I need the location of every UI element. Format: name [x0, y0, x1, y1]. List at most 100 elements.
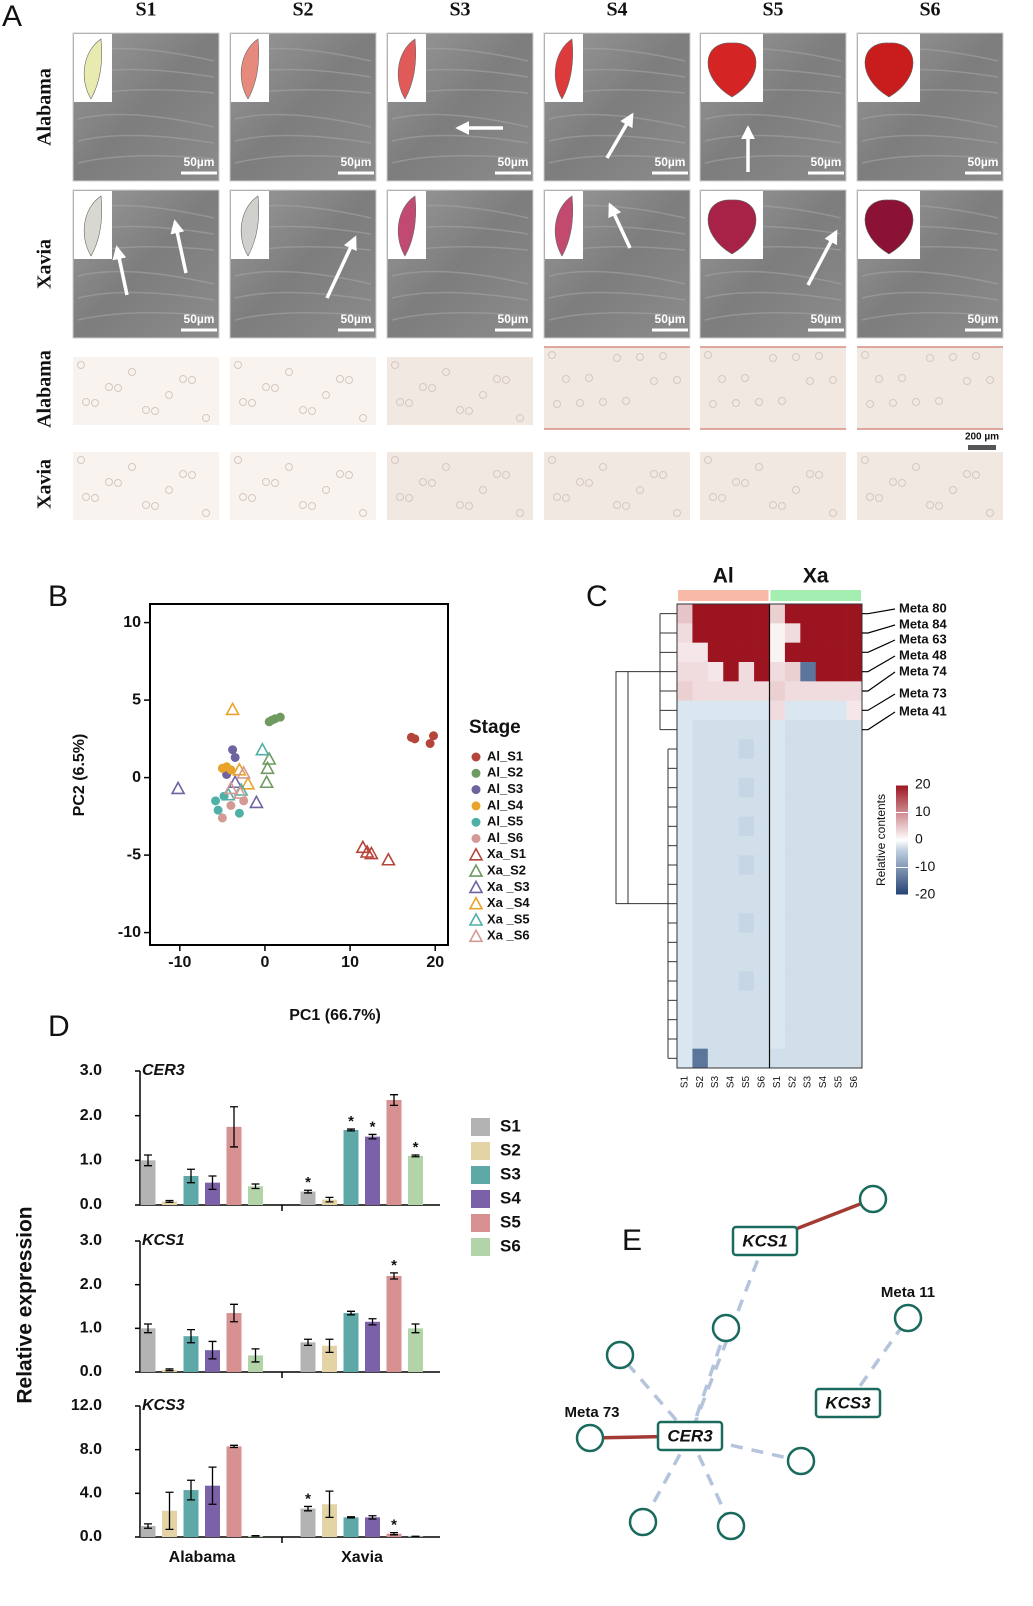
x-tick-label: 20 — [426, 954, 444, 971]
row-label: Meta 74 — [899, 663, 947, 678]
cell — [151, 502, 159, 510]
cell — [391, 361, 399, 369]
bar — [408, 1328, 423, 1372]
heat-cell — [784, 758, 801, 779]
heat-cell — [800, 1048, 817, 1069]
group-bar — [678, 590, 769, 601]
cell — [502, 471, 510, 479]
heat-cell — [815, 913, 832, 933]
legend-marker — [471, 834, 481, 843]
cell — [202, 414, 210, 422]
y-tick-label: -5 — [127, 846, 141, 863]
heat-cell — [831, 642, 847, 663]
heat-cell — [707, 604, 724, 624]
heat-cell — [846, 874, 863, 895]
cell — [516, 414, 524, 422]
cell — [755, 398, 763, 406]
heat-cell — [846, 816, 863, 837]
heat-cell — [815, 894, 832, 914]
heat-cell — [738, 642, 755, 663]
heat-cell — [677, 739, 693, 759]
heat-cell — [692, 855, 709, 875]
heat-cell — [815, 971, 832, 991]
heat-cell — [677, 913, 693, 933]
colorbar-tick-label: 10 — [915, 803, 931, 819]
heat-cell — [677, 623, 693, 643]
legend-label: S2 — [500, 1140, 521, 1159]
legend-label: Xa_S2 — [487, 863, 526, 878]
heat-cell — [831, 816, 847, 837]
heat-cell — [707, 720, 724, 740]
heat-cell — [784, 642, 801, 663]
heat-cell — [723, 1048, 739, 1069]
y-tick-label: 4.0 — [80, 1485, 102, 1502]
legend-swatch — [471, 1142, 490, 1160]
legend-label: Xa_S1 — [487, 846, 526, 861]
heat-cell — [769, 952, 786, 972]
heat-cell — [815, 758, 832, 779]
heat-cell — [815, 1048, 832, 1069]
bar — [205, 1485, 220, 1537]
edge — [688, 1435, 733, 1527]
cell — [442, 463, 450, 471]
cell — [622, 502, 630, 510]
group-label: Al — [713, 565, 734, 588]
arrow — [170, 219, 188, 274]
heat-cell — [769, 623, 786, 643]
heat-cell — [707, 932, 724, 953]
heat-cell — [754, 874, 770, 895]
y-tick-label: 8.0 — [80, 1441, 102, 1458]
column-label: S5 — [834, 1075, 845, 1088]
petal-icon — [554, 195, 573, 257]
heat-cell — [815, 990, 832, 1011]
edge — [846, 1316, 910, 1405]
cell — [396, 493, 404, 501]
bar — [386, 1100, 402, 1205]
heat-cell — [677, 874, 693, 895]
bar — [226, 1313, 242, 1372]
label-leader — [862, 711, 896, 731]
heat-cell — [831, 700, 847, 721]
y-axis-label: Relative expression — [14, 1206, 37, 1403]
heat-cell — [754, 1048, 770, 1069]
heat-cell — [831, 971, 847, 991]
legend-marker — [471, 817, 481, 827]
error-bar — [347, 1516, 355, 1519]
cell — [188, 471, 196, 479]
significance: * — [370, 1118, 376, 1135]
sem-texture — [391, 312, 529, 321]
row-label: Meta 73 — [899, 685, 947, 700]
error-bar — [304, 1505, 312, 1512]
cell — [202, 509, 210, 517]
label-leader — [862, 639, 896, 653]
error-bar — [165, 1491, 174, 1531]
bar — [140, 1160, 156, 1205]
metabolite-node — [628, 1507, 658, 1537]
cell — [949, 486, 957, 494]
cell — [718, 375, 726, 383]
edge — [641, 1435, 692, 1523]
petal-icon — [397, 38, 416, 100]
y-tick-label: 0.0 — [80, 1196, 102, 1213]
error-bar — [390, 1531, 398, 1536]
bar — [343, 1313, 359, 1372]
cell — [599, 463, 607, 471]
heat-cell — [846, 642, 863, 663]
cell — [613, 501, 621, 509]
heat-cell — [677, 1048, 693, 1069]
legend-label: Xa _S3 — [487, 879, 530, 894]
heat-cell — [677, 1029, 693, 1049]
heat-cell — [846, 604, 863, 624]
sem-texture — [391, 113, 529, 128]
sem-texture — [391, 155, 529, 164]
error-bar — [230, 1303, 238, 1323]
edge — [618, 1353, 692, 1438]
bar — [248, 1186, 263, 1205]
heat-cell — [815, 932, 832, 953]
column-header: S3 — [449, 0, 470, 21]
cell — [636, 486, 644, 494]
heat-cell — [769, 874, 786, 895]
error-bar — [208, 1466, 217, 1505]
scale-bar-label: 50µm — [498, 312, 529, 326]
heat-cell — [692, 932, 709, 953]
